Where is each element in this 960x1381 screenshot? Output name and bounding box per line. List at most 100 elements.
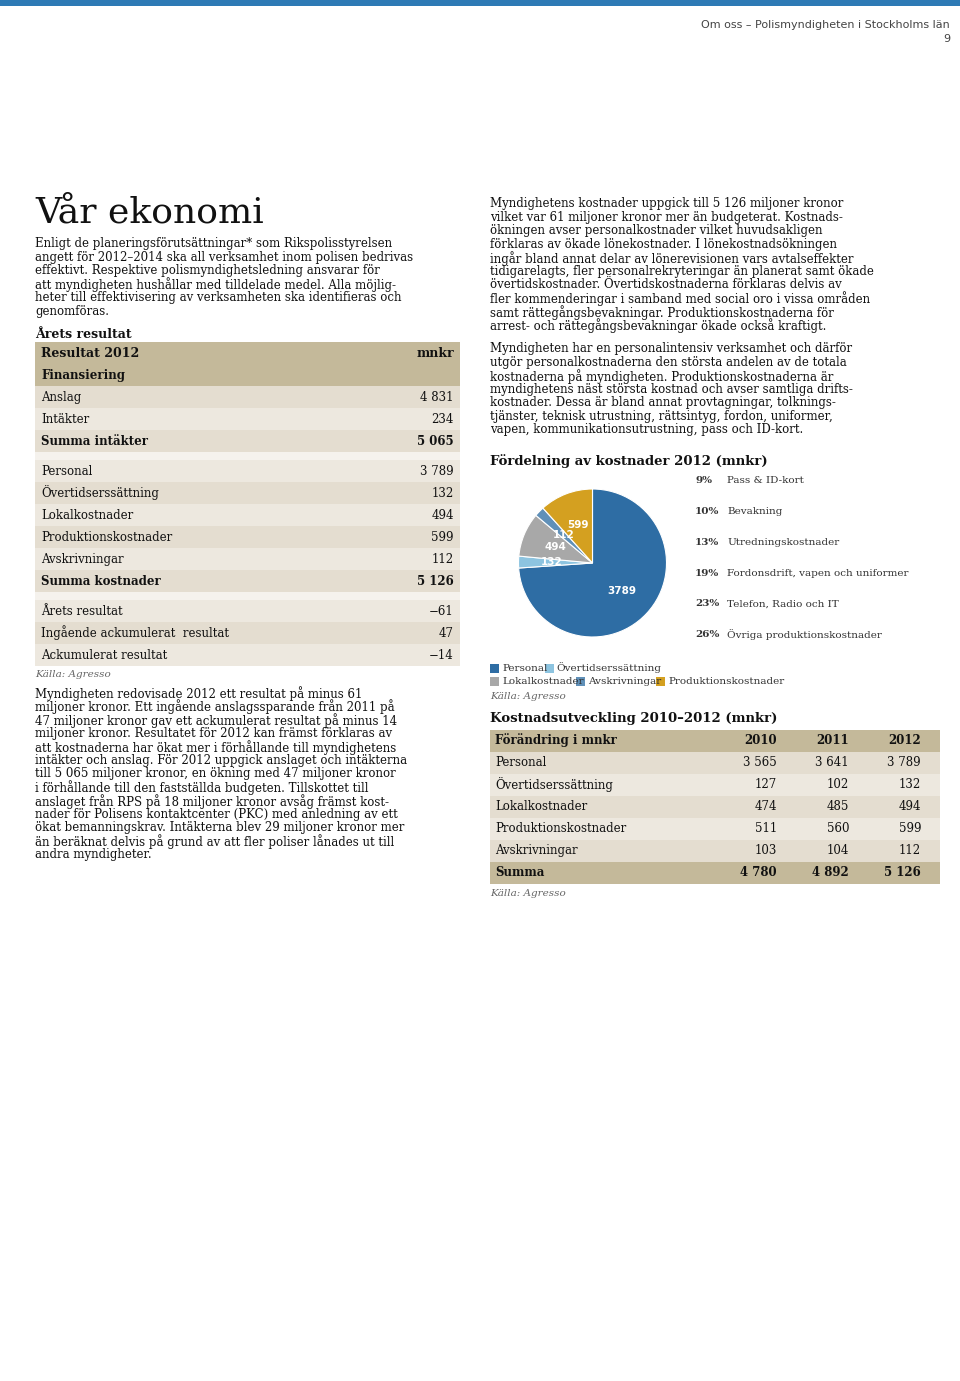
Text: miljoner kronor. Ett ingående anslagssparande från 2011 på: miljoner kronor. Ett ingående anslagsspa… (35, 700, 395, 714)
Text: 5 126: 5 126 (418, 574, 454, 587)
Text: Anslag: Anslag (41, 391, 82, 403)
Bar (490, 663, 499, 673)
Text: att myndigheten hushållar med tilldelade medel. Alla möjlig-: att myndigheten hushållar med tilldelade… (35, 278, 396, 293)
Bar (35, 570, 460, 592)
Text: Summa intäkter: Summa intäkter (41, 435, 148, 447)
Text: effektivt. Respektive polismyndighetsledning ansvarar för: effektivt. Respektive polismyndighetsled… (35, 264, 380, 278)
Text: 474: 474 (755, 800, 777, 813)
Text: 132: 132 (432, 486, 454, 500)
Text: Summa kostnader: Summa kostnader (41, 574, 160, 587)
Text: än beräknat delvis på grund av att fler poliser lånades ut till: än beräknat delvis på grund av att fler … (35, 834, 395, 849)
Text: 2011: 2011 (816, 733, 849, 747)
Text: Fordonsdrift, vapen och uniformer: Fordonsdrift, vapen och uniformer (727, 569, 908, 577)
Text: att kostnaderna har ökat mer i förhållande till myndighetens: att kostnaderna har ökat mer i förhållan… (35, 740, 396, 755)
Bar (35, 387, 460, 407)
Text: Enligt de planeringsförutsättningar* som Rikspolisstyrelsen: Enligt de planeringsförutsättningar* som… (35, 238, 392, 250)
Bar (35, 452, 460, 460)
Text: Produktionskostnader: Produktionskostnader (668, 677, 784, 685)
Text: Resultat 2012: Resultat 2012 (41, 347, 139, 359)
Text: 485: 485 (827, 800, 849, 813)
Text: Bevakning: Bevakning (727, 507, 782, 516)
Text: 599: 599 (899, 822, 921, 836)
Text: 511: 511 (755, 822, 777, 836)
Text: 3 641: 3 641 (815, 755, 849, 769)
Wedge shape (536, 508, 592, 563)
Text: Summa: Summa (495, 866, 544, 878)
Bar (490, 677, 499, 685)
Text: Årets resultat: Årets resultat (41, 605, 123, 617)
Text: 47: 47 (439, 627, 454, 639)
Text: mnkr: mnkr (417, 347, 454, 359)
Text: Myndigheten redovisade 2012 ett resultat på minus 61: Myndigheten redovisade 2012 ett resultat… (35, 686, 362, 702)
Wedge shape (518, 489, 666, 637)
Text: Intäkter: Intäkter (41, 413, 89, 425)
Text: Personal: Personal (495, 755, 546, 769)
Text: 103: 103 (755, 844, 777, 858)
Bar (544, 663, 554, 673)
Bar (490, 773, 940, 795)
Text: arrest- och rättegångsbevakningar ökade också kraftigt.: arrest- och rättegångsbevakningar ökade … (490, 319, 827, 333)
Text: 599: 599 (431, 530, 454, 544)
Text: Avskrivningar: Avskrivningar (41, 552, 124, 565)
Text: Avskrivningar: Avskrivningar (588, 677, 661, 685)
Text: 132: 132 (899, 778, 921, 791)
Text: övertidskostnader. Övertidskostnaderna förklaras delvis av: övertidskostnader. Övertidskostnaderna f… (490, 278, 842, 291)
Wedge shape (518, 557, 592, 568)
Bar (35, 482, 460, 504)
Text: 112: 112 (432, 552, 454, 565)
Text: Pass & ID-kort: Pass & ID-kort (727, 476, 804, 485)
Bar (490, 729, 940, 751)
Bar (657, 677, 665, 685)
Wedge shape (543, 489, 592, 563)
Text: samt rättegångsbevakningar. Produktionskostnaderna för: samt rättegångsbevakningar. Produktionsk… (490, 305, 834, 320)
Bar (490, 818, 940, 840)
Text: angett för 2012–2014 ska all verksamhet inom polisen bedrivas: angett för 2012–2014 ska all verksamhet … (35, 250, 413, 264)
Text: 3 789: 3 789 (420, 464, 454, 478)
Text: Telefon, Radio och IT: Telefon, Radio och IT (727, 599, 839, 609)
Text: 3 565: 3 565 (743, 755, 777, 769)
Text: 560: 560 (827, 822, 849, 836)
Text: Personal: Personal (502, 663, 547, 673)
Text: Källa: Agresso: Källa: Agresso (35, 670, 110, 679)
Wedge shape (518, 515, 592, 563)
Text: Kostnadsutveckling 2010–2012 (mnkr): Kostnadsutveckling 2010–2012 (mnkr) (490, 711, 778, 725)
Text: 4 831: 4 831 (420, 391, 454, 403)
Text: kostnader. Dessa är bland annat provtagningar, tolknings-: kostnader. Dessa är bland annat provtagn… (490, 396, 836, 409)
Bar (35, 526, 460, 548)
Text: 599: 599 (567, 521, 588, 530)
Bar (35, 592, 460, 599)
Text: heter till effektivisering av verksamheten ska identifieras och: heter till effektivisering av verksamhet… (35, 291, 401, 304)
Text: kostnaderna på myndigheten. Produktionskostnaderna är: kostnaderna på myndigheten. Produktionsk… (490, 369, 833, 384)
Text: ökningen avser personalkostnader vilket huvudsakligen: ökningen avser personalkostnader vilket … (490, 224, 823, 238)
Text: tidigarelagts, fler personalrekryteringar än planerat samt ökade: tidigarelagts, fler personalrekryteringa… (490, 265, 874, 278)
Bar (35, 621, 460, 644)
Text: Produktionskostnader: Produktionskostnader (41, 530, 172, 544)
Text: anslaget från RPS på 18 miljoner kronor avsåg främst kost-: anslaget från RPS på 18 miljoner kronor … (35, 794, 389, 809)
Text: 494: 494 (899, 800, 921, 813)
Bar (35, 548, 460, 570)
Text: Fördelning av kostnader 2012 (mnkr): Fördelning av kostnader 2012 (mnkr) (490, 454, 768, 468)
Text: Källa: Agresso: Källa: Agresso (490, 888, 565, 898)
Text: i förhållande till den fastställda budgeten. Tillskottet till: i förhållande till den fastställda budge… (35, 780, 369, 795)
Text: 494: 494 (544, 543, 565, 552)
Text: 2010: 2010 (744, 733, 777, 747)
Text: Övertidserssättning: Övertidserssättning (557, 663, 661, 674)
Text: Personal: Personal (41, 464, 92, 478)
Bar (490, 840, 940, 862)
Text: Lokalkostnader: Lokalkostnader (495, 800, 588, 813)
Text: 102: 102 (827, 778, 849, 791)
Text: Övertidserssättning: Övertidserssättning (41, 486, 158, 500)
Text: Förändring i mnkr: Förändring i mnkr (495, 733, 617, 747)
Text: 5 065: 5 065 (418, 435, 454, 447)
Text: Ingående ackumulerat  resultat: Ingående ackumulerat resultat (41, 626, 229, 641)
Text: utgör personalkostnaderna den största andelen av de totala: utgör personalkostnaderna den största an… (490, 355, 847, 369)
Text: 132: 132 (540, 558, 563, 568)
Text: Vår ekonomi: Vår ekonomi (35, 195, 264, 229)
Text: Ackumulerat resultat: Ackumulerat resultat (41, 649, 167, 661)
Text: ingår bland annat delar av lönerevisionen vars avtalseffekter: ingår bland annat delar av lönerevisione… (490, 251, 853, 267)
Text: 47 miljoner kronor gav ett ackumulerat resultat på minus 14: 47 miljoner kronor gav ett ackumulerat r… (35, 713, 397, 728)
Bar (35, 644, 460, 666)
Text: 234: 234 (432, 413, 454, 425)
Text: 2012: 2012 (888, 733, 921, 747)
Text: Lokalkostnader: Lokalkostnader (41, 508, 133, 522)
